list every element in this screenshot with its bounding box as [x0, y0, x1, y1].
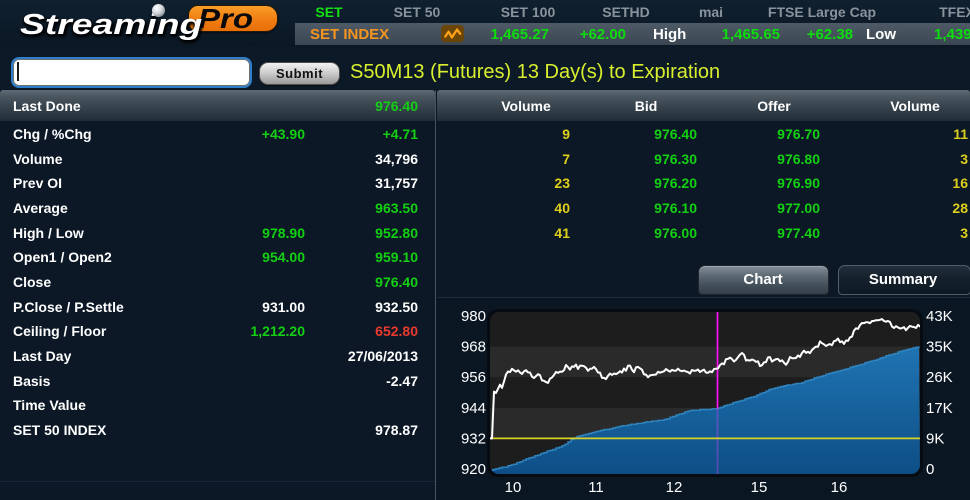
svg-text:968: 968 [461, 339, 486, 356]
svg-text:26K: 26K [926, 369, 953, 386]
svg-text:980: 980 [461, 308, 486, 325]
svg-text:35K: 35K [926, 339, 953, 356]
svg-text:43K: 43K [926, 308, 953, 325]
svg-text:12: 12 [666, 479, 683, 496]
svg-text:10: 10 [505, 479, 522, 496]
svg-text:920: 920 [461, 461, 486, 478]
svg-text:11: 11 [588, 479, 604, 496]
svg-text:932: 932 [461, 430, 486, 447]
svg-text:956: 956 [461, 369, 486, 386]
svg-text:17K: 17K [926, 400, 953, 417]
svg-text:16: 16 [831, 479, 848, 496]
svg-text:9K: 9K [926, 430, 944, 447]
svg-text:15: 15 [751, 479, 768, 496]
svg-text:0: 0 [926, 461, 934, 478]
svg-text:944: 944 [461, 400, 486, 417]
